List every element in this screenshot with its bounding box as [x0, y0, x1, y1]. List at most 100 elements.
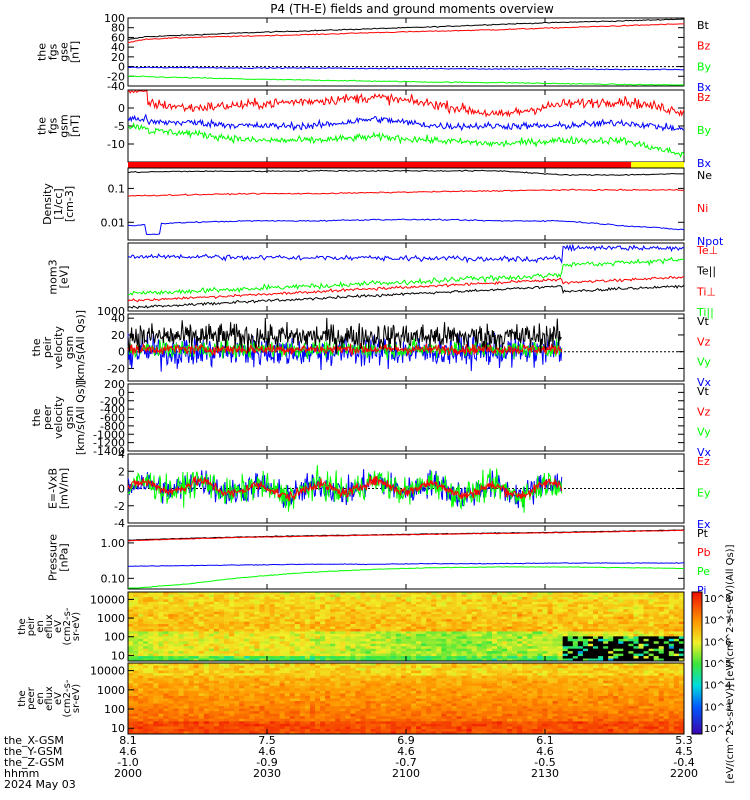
spectrogram-cell: [264, 646, 270, 650]
spectrogram-cell: [249, 594, 255, 598]
spectrogram-cell: [163, 721, 169, 725]
spectrogram-cell: [476, 651, 483, 654]
spectrogram-cell: [350, 628, 356, 632]
legend-label-By: By: [697, 60, 712, 73]
spectrogram-cell: [249, 665, 255, 669]
spectrogram-cell: [365, 698, 372, 702]
spectrogram-cell: [335, 701, 341, 704]
spectrogram-cell: [249, 658, 255, 662]
spectrogram-cell: [557, 651, 564, 654]
spectrogram-cell: [395, 646, 402, 650]
spectrogram-cell: [264, 648, 270, 652]
spectrogram-cell: [148, 708, 154, 712]
spectrogram-cell: [143, 690, 149, 694]
spectrogram-cell: [486, 646, 493, 650]
spectrogram-cell: [380, 698, 387, 702]
spectrogram-cell: [274, 678, 281, 682]
spectrogram-cell: [542, 628, 548, 632]
spectrogram-cell: [385, 653, 392, 657]
spectrogram-cell: [380, 690, 387, 694]
spectrogram-cell: [173, 695, 179, 699]
spectrogram-cell: [456, 621, 462, 625]
spectrogram-cell: [375, 624, 382, 627]
spectrogram-cell: [284, 711, 291, 715]
spectrogram-cell: [360, 606, 366, 610]
spectrogram-cell: [648, 658, 655, 662]
spectrogram-cell: [203, 611, 210, 615]
spectrogram-cell: [163, 628, 169, 632]
spectrogram-cell: [239, 633, 245, 637]
spectrogram-cell: [229, 621, 235, 625]
spectrogram-cell: [421, 621, 427, 625]
spectrogram-cell: [128, 621, 134, 625]
spectrogram-cell: [471, 604, 478, 608]
spectrogram-cell: [360, 731, 366, 735]
spectrogram-cell: [598, 633, 604, 637]
spectrogram-cell: [567, 614, 574, 618]
spectrogram-cell: [421, 643, 427, 647]
spectrogram-cell: [406, 711, 412, 715]
spectrogram-cell: [289, 678, 296, 682]
spectrogram-cell: [289, 599, 296, 603]
spectrogram-cell: [320, 718, 326, 722]
spectrogram-cell: [365, 592, 372, 595]
spectrogram-cell: [244, 703, 250, 707]
spectrogram-cell: [451, 596, 457, 600]
spectrogram-cell: [325, 726, 331, 730]
spectrogram-cell: [345, 646, 351, 650]
spectrogram-cell: [264, 693, 270, 697]
spectrogram-cell: [203, 723, 210, 727]
spectrogram-cell: [491, 606, 498, 610]
spectrogram-cell: [320, 628, 326, 632]
spectrogram-cell: [663, 592, 670, 595]
spectrogram-cell: [320, 680, 326, 684]
spectrogram-cell: [274, 698, 281, 702]
spectrogram-cell: [567, 619, 574, 622]
y-axis-label: [1/cc]: [52, 188, 65, 219]
spectrogram-cell: [608, 599, 614, 603]
spectrogram-cell: [416, 675, 422, 679]
spectrogram-cell: [360, 631, 366, 635]
spectrogram-cell: [406, 693, 412, 697]
spectrogram-cell: [673, 636, 680, 640]
spectrogram-cell: [400, 698, 407, 702]
spectrogram-cell: [234, 604, 240, 608]
spectrogram-cell: [385, 690, 392, 694]
spectrogram-cell: [416, 693, 422, 697]
spectrogram-cell: [254, 614, 260, 618]
spectrogram-cell: [128, 683, 134, 687]
spectrogram-cell: [572, 592, 579, 595]
spectrogram-cell: [158, 611, 164, 615]
spectrogram-cell: [507, 606, 513, 610]
spectrogram-cell: [370, 670, 377, 674]
spectrogram-cell: [340, 668, 346, 672]
spectrogram-cell: [239, 626, 245, 630]
y-axis-label: [mV/m]: [58, 468, 71, 509]
spectrogram-cell: [249, 614, 255, 618]
spectrogram-cell: [360, 726, 366, 730]
spectrogram-cell: [537, 624, 543, 627]
spectrogram-cell: [431, 592, 437, 595]
spectrogram-cell: [183, 706, 190, 710]
spectrogram-cell: [486, 599, 493, 603]
spectrogram-cell: [406, 695, 412, 699]
spectrogram-cell: [426, 648, 432, 652]
spectrogram-cell: [476, 633, 483, 637]
spectrogram-cell: [138, 731, 144, 735]
spectrogram-cell: [340, 711, 346, 715]
spectrogram-cell: [678, 651, 685, 654]
spectrogram-cell: [264, 713, 270, 717]
spectrogram-cell: [360, 675, 366, 679]
spectrogram-cell: [370, 685, 377, 689]
spectrogram-cell: [496, 628, 503, 632]
spectrogram-cell: [638, 592, 644, 595]
spectrogram-cell: [315, 675, 321, 679]
spectrogram-cell: [193, 685, 200, 689]
spectrogram-cell: [582, 656, 589, 659]
spectrogram-cell: [289, 628, 296, 632]
spectrogram-cell: [309, 636, 316, 640]
spectrogram-cell: [224, 651, 230, 654]
spectrogram-cell: [593, 611, 599, 615]
spectrogram-cell: [532, 646, 538, 650]
